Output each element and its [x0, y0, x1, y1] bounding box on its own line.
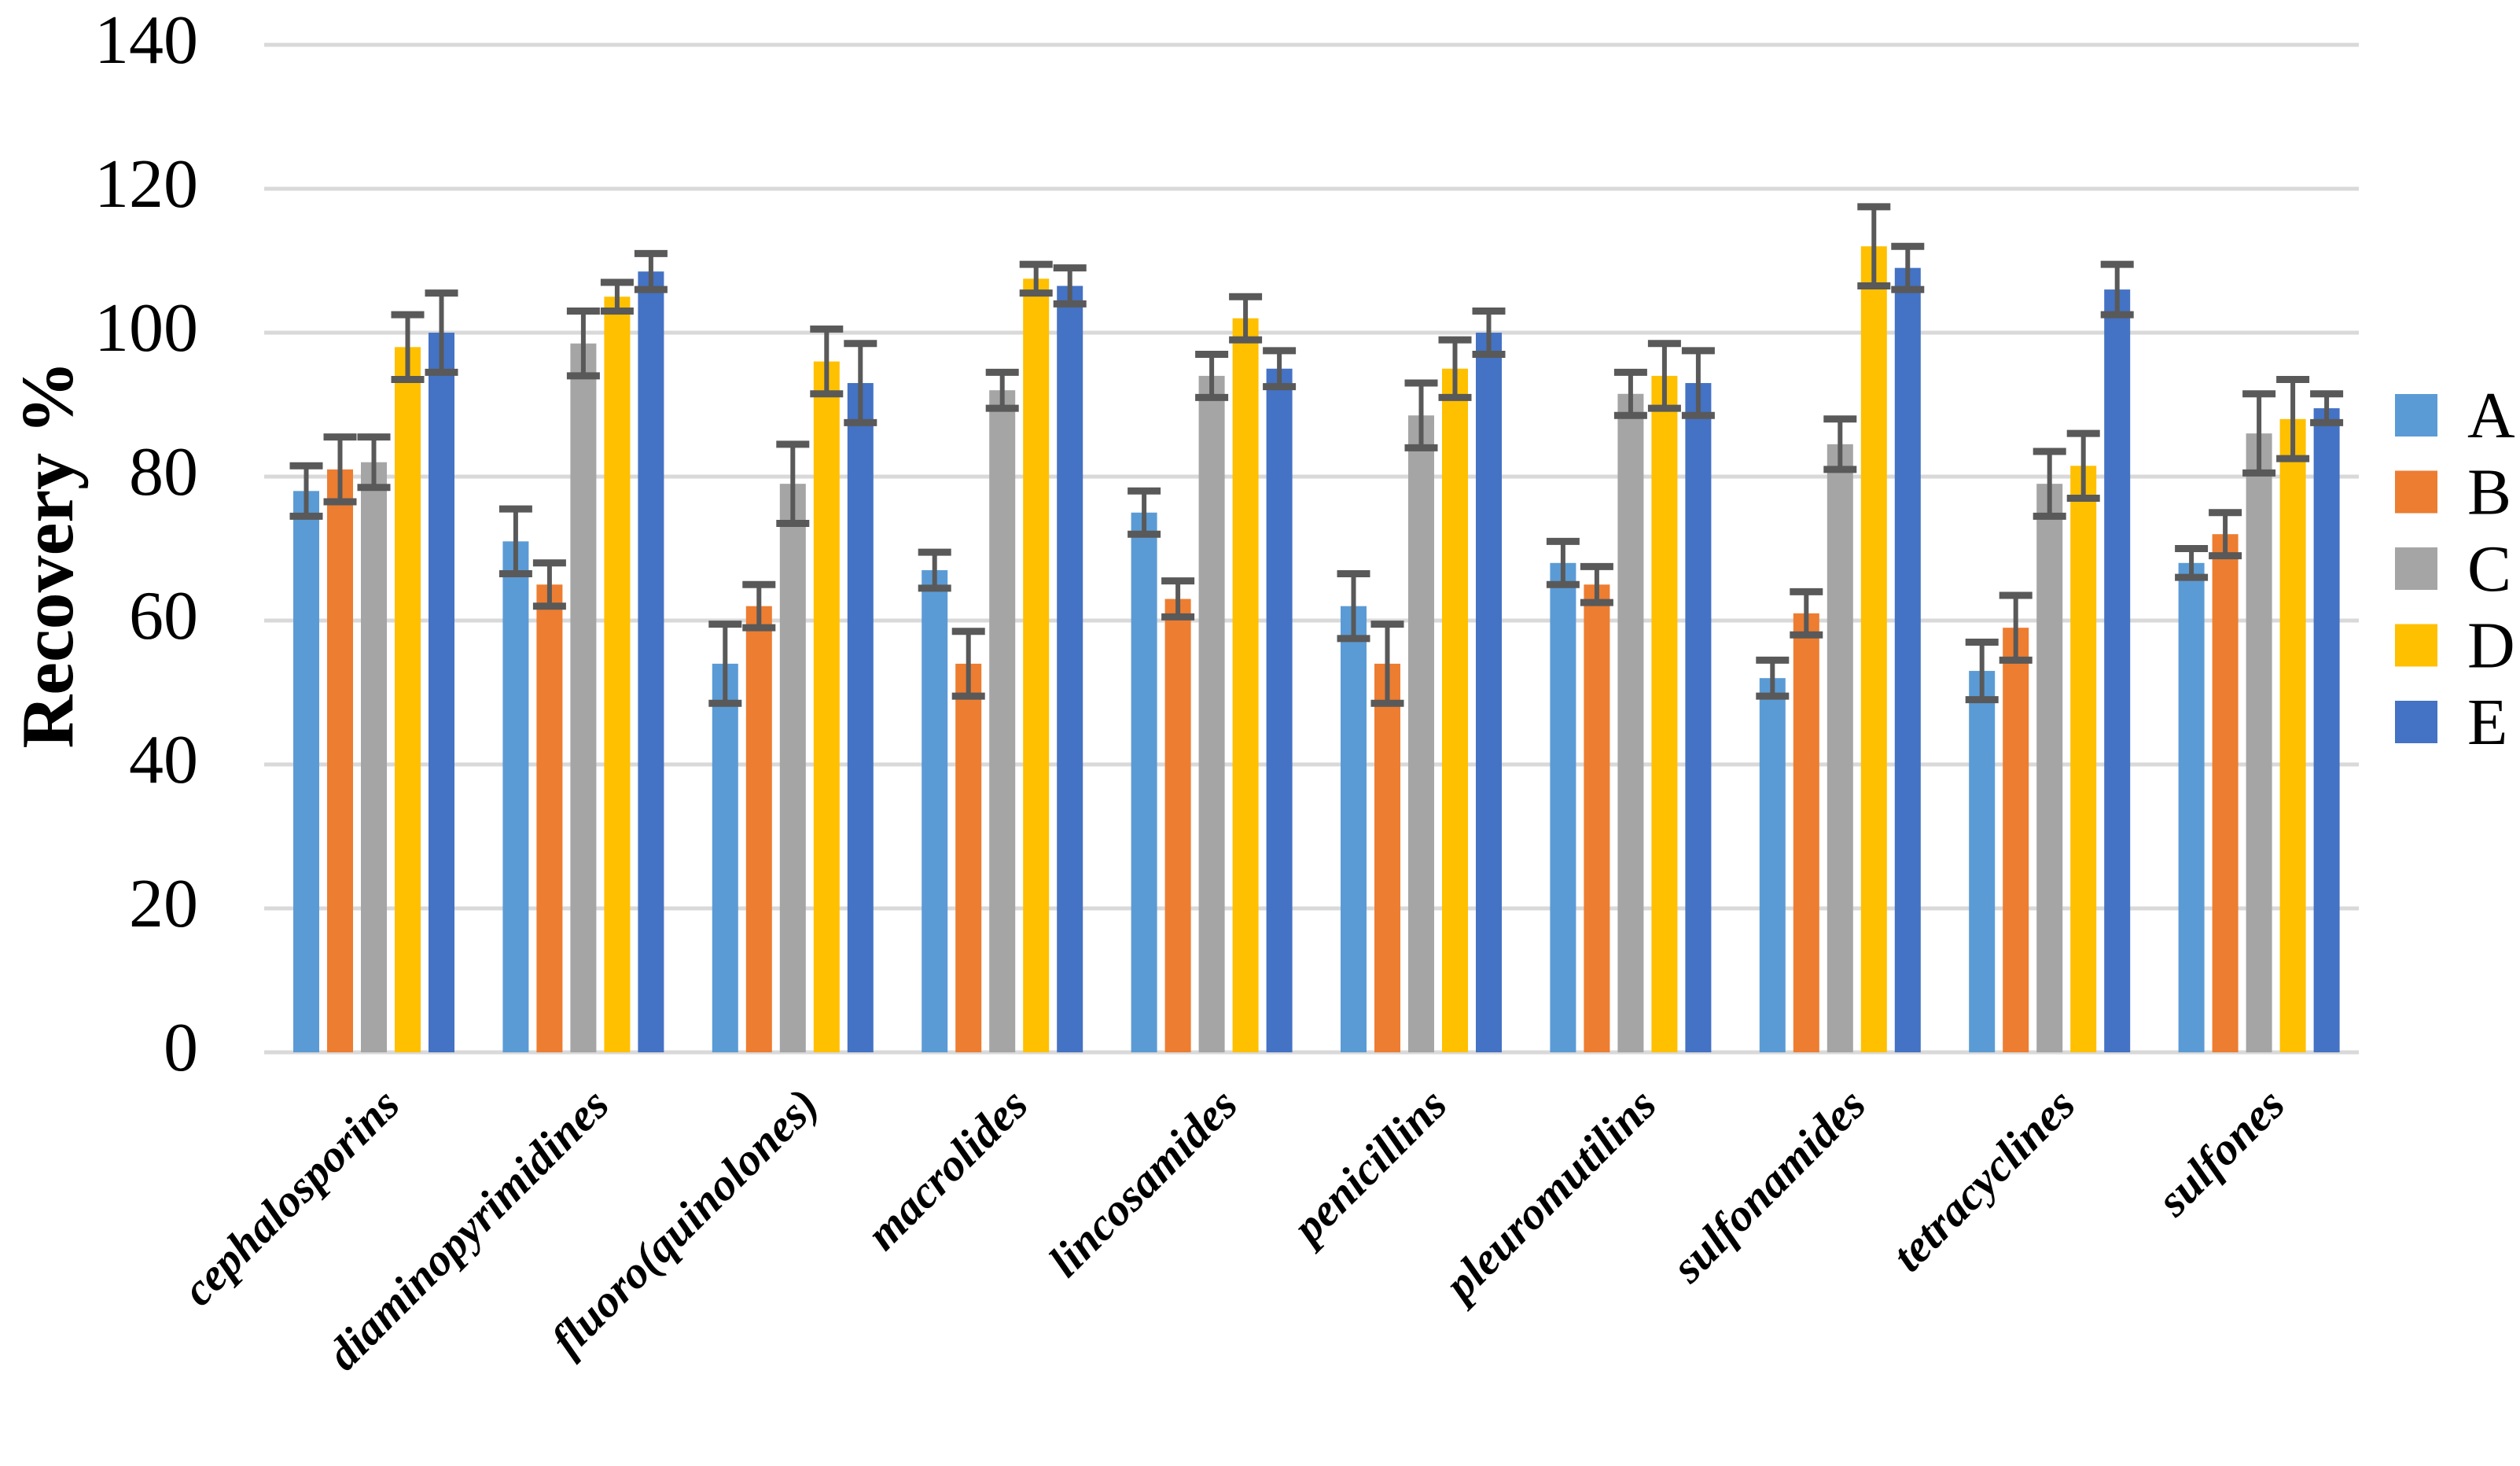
legend-label-D: D — [2467, 610, 2515, 683]
bar-D-sulfones — [2279, 418, 2306, 1052]
bars-group — [293, 246, 2340, 1053]
bar-A-macrolides — [922, 569, 948, 1052]
x-category-label-penicillins: penicillins — [1279, 1078, 1456, 1255]
x-axis-category-labels: cephalosporinsdiaminopyrimidinesfluoro(q… — [172, 1078, 2294, 1379]
bar-B-macrolides — [955, 663, 982, 1052]
y-tick-label-40: 40 — [129, 722, 198, 798]
bar-B-sulfones — [2212, 534, 2239, 1052]
y-tick-label-0: 0 — [164, 1010, 198, 1086]
legend-swatch-A — [2395, 394, 2437, 436]
bar-D-cephalosporins — [395, 347, 421, 1052]
bar-D-lincosamides — [1232, 318, 1259, 1052]
x-category-label-tetracyclines: tetracyclines — [1882, 1078, 2085, 1281]
bar-C-diaminopyrimidines — [570, 343, 597, 1053]
bar-C-tetracyclines — [2036, 484, 2063, 1052]
bar-A-tetracyclines — [1969, 671, 1996, 1052]
y-axis-tick-labels: 0 20 40 60 80 100 120 140 — [94, 2, 198, 1086]
bar-C-sulfones — [2246, 433, 2272, 1052]
legend-label-C: C — [2467, 532, 2511, 606]
legend-swatch-D — [2395, 624, 2437, 667]
bar-E-cephalosporins — [429, 333, 454, 1052]
bar-E-sulfones — [2313, 408, 2340, 1052]
bar-D-macrolides — [1023, 278, 1050, 1052]
bar-E-tetracyclines — [2104, 289, 2131, 1053]
x-category-label-pleuromutilins: pleuromutilins — [1432, 1078, 1666, 1313]
bar-B-diaminopyrimidines — [536, 584, 563, 1052]
legend-label-B: B — [2467, 456, 2511, 529]
bar-C-sulfonamides — [1827, 444, 1853, 1052]
bar-A-diaminopyrimidines — [502, 541, 529, 1052]
bar-D-fluoro(quinolones) — [813, 361, 840, 1053]
bar-D-tetracyclines — [2070, 466, 2097, 1052]
y-tick-label-80: 80 — [129, 434, 198, 510]
x-category-label-sulfones: sulfones — [2147, 1078, 2294, 1226]
bar-B-fluoro(quinolones) — [745, 606, 772, 1052]
bar-A-pleuromutilins — [1550, 562, 1576, 1052]
y-tick-label-120: 120 — [94, 146, 198, 223]
bar-E-macrolides — [1057, 285, 1083, 1052]
bar-D-diaminopyrimidines — [604, 297, 631, 1052]
bar-B-penicillins — [1374, 663, 1400, 1052]
bar-A-penicillins — [1341, 606, 1367, 1052]
bar-C-macrolides — [989, 390, 1016, 1052]
y-axis-title: Recovery % — [7, 360, 89, 748]
x-category-label-macrolides: macrolides — [856, 1078, 1038, 1260]
bar-B-pleuromutilins — [1584, 584, 1610, 1052]
bar-D-penicillins — [1442, 368, 1468, 1052]
bar-C-pleuromutilins — [1617, 393, 1644, 1052]
bar-E-pleuromutilins — [1685, 383, 1712, 1052]
bar-B-sulfonamides — [1793, 613, 1819, 1052]
bar-A-lincosamides — [1131, 512, 1157, 1052]
bar-B-cephalosporins — [327, 469, 353, 1052]
y-tick-label-140: 140 — [94, 2, 198, 79]
bar-A-sulfonamides — [1759, 678, 1786, 1052]
bar-C-cephalosporins — [361, 462, 387, 1052]
bar-E-diaminopyrimidines — [638, 271, 664, 1053]
y-tick-label-60: 60 — [129, 578, 198, 654]
bar-D-sulfonamides — [1860, 246, 1887, 1053]
x-category-label-sulfonamides: sulfonamides — [1661, 1078, 1875, 1292]
bar-A-fluoro(quinolones) — [712, 663, 738, 1052]
legend-swatch-B — [2395, 470, 2437, 514]
bar-B-lincosamides — [1164, 599, 1191, 1052]
legend-swatch-E — [2395, 701, 2437, 743]
legend-label-A: A — [2467, 379, 2515, 452]
x-category-label-cephalosporins: cephalosporins — [172, 1078, 409, 1315]
bar-A-cephalosporins — [293, 491, 319, 1052]
bar-E-lincosamides — [1266, 368, 1293, 1052]
bar-E-penicillins — [1476, 333, 1502, 1052]
y-tick-label-20: 20 — [129, 866, 198, 942]
bar-C-fluoro(quinolones) — [779, 484, 806, 1052]
x-category-label-lincosamides: lincosamides — [1039, 1078, 1247, 1287]
bar-E-sulfonamides — [1894, 267, 1921, 1052]
bar-C-lincosamides — [1198, 375, 1225, 1052]
bar-B-tetracyclines — [2003, 628, 2029, 1052]
y-tick-label-100: 100 — [94, 290, 198, 366]
legend-swatch-C — [2395, 547, 2437, 590]
bar-D-pleuromutilins — [1651, 375, 1678, 1052]
legend-label-E: E — [2467, 686, 2507, 759]
error-bars-group — [289, 203, 2344, 707]
bar-A-sulfones — [2178, 562, 2205, 1052]
bar-E-fluoro(quinolones) — [847, 383, 874, 1052]
bar-C-penicillins — [1408, 415, 1434, 1052]
